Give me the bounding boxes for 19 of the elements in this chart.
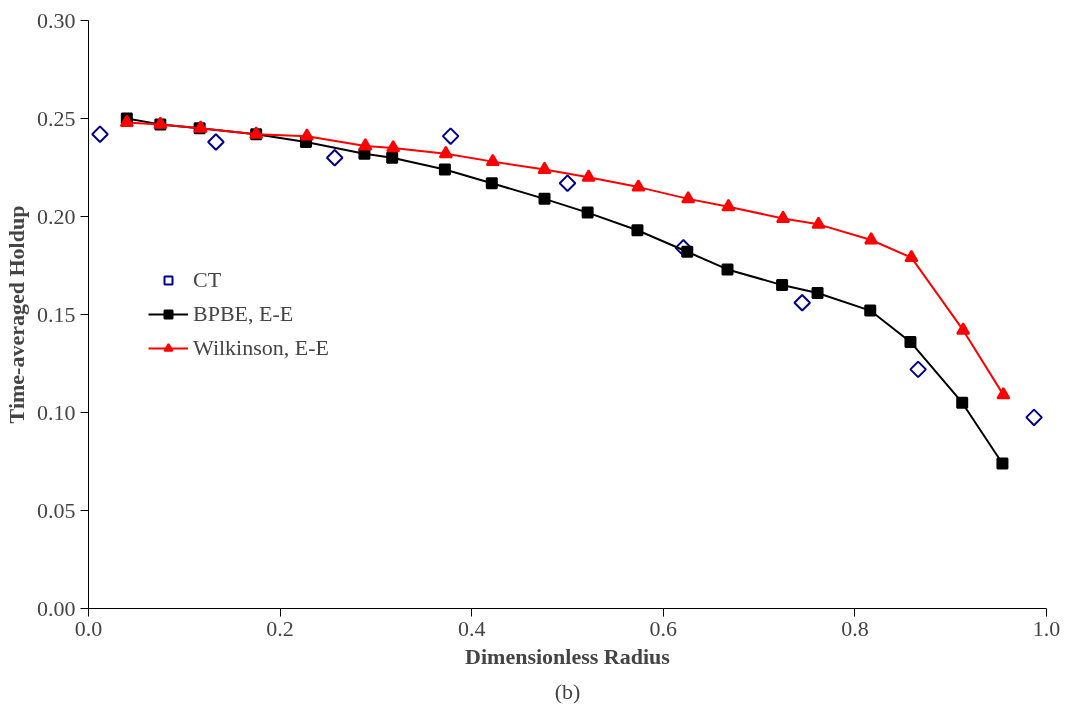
x-tick-label: 0.6 [649, 615, 678, 641]
legend-label: BPBE, E-E [193, 301, 294, 327]
x-axis-title: Dimensionless Radius [465, 643, 671, 669]
legend-label: CT [193, 267, 222, 293]
y-tick-label: 0.15 [37, 301, 76, 327]
y-tick-label: 0.10 [37, 399, 76, 425]
y-tick-label: 0.25 [37, 105, 76, 131]
y-tick-label: 0.05 [37, 497, 76, 523]
legend-label: Wilkinson, E-E [193, 335, 329, 361]
y-tick-label: 0.00 [37, 595, 76, 621]
x-tick-label: 0.4 [457, 615, 486, 641]
y-tick-label: 0.30 [37, 7, 76, 33]
x-tick-label: 1.0 [1032, 615, 1061, 641]
y-tick-label: 0.20 [37, 203, 76, 229]
x-tick-label: 0.2 [266, 615, 294, 641]
text: (b) [554, 678, 581, 704]
x-tick-label: 0.8 [841, 615, 869, 641]
y-axis-title: Time-averaged Holdup [4, 205, 29, 424]
x-tick-label: 0.0 [74, 615, 103, 641]
